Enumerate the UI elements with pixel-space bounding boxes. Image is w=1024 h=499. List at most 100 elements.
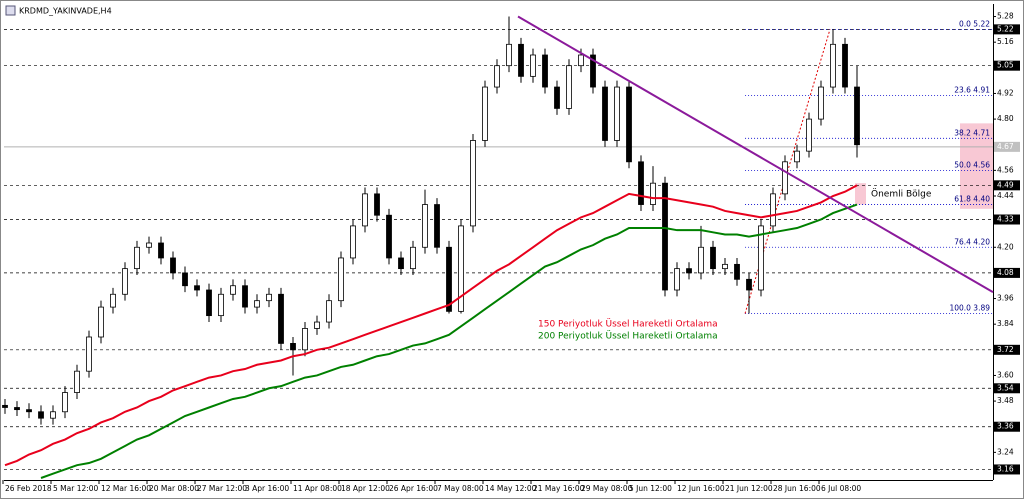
candle-body <box>758 225 764 291</box>
candle-body <box>518 43 524 77</box>
current-price-box <box>994 141 1020 152</box>
ema-line <box>4 184 858 467</box>
x-tick-label: 3 Apr 16:00 <box>245 484 289 493</box>
candle-body <box>494 65 500 88</box>
candle-body <box>194 285 200 291</box>
candle-body <box>146 242 152 248</box>
level-label: 4.49 <box>997 180 1014 189</box>
level-box <box>994 267 1020 278</box>
candle-body <box>722 263 728 270</box>
candle-body <box>290 343 296 351</box>
trendline <box>517 15 994 294</box>
candle-body <box>278 293 284 344</box>
fib-label: 23.6 4.91 <box>954 86 990 95</box>
x-tick-label: 14 May 12:00 <box>485 484 537 493</box>
candle-body <box>50 411 56 419</box>
x-tick-label: 21 Jun 12:00 <box>725 484 773 493</box>
candle-body <box>398 257 404 270</box>
x-tick-label: 27 Mar 12:00 <box>197 484 247 493</box>
candle-body <box>542 54 548 88</box>
level-box <box>994 60 1020 71</box>
fib-label: 50.0 4.56 <box>954 160 990 169</box>
level-label: 4.08 <box>997 268 1014 277</box>
candle-body <box>2 404 8 408</box>
candle-body <box>554 86 560 109</box>
y-tick-label: 5.16 <box>997 37 1014 46</box>
level-label: 3.54 <box>997 383 1014 392</box>
candle-body <box>422 204 428 248</box>
candle-body <box>314 321 320 329</box>
fib-label: 61.8 4.40 <box>954 195 990 204</box>
candle-body <box>218 293 224 317</box>
candle-body <box>386 214 392 259</box>
ema-line <box>40 203 858 479</box>
candle-body <box>614 86 620 141</box>
level-label: 5.22 <box>997 24 1014 33</box>
candle-body <box>482 86 488 141</box>
fib-label: 38.2 4.71 <box>954 128 990 137</box>
candle-body <box>530 54 536 77</box>
y-tick-label: 4.56 <box>997 165 1014 174</box>
current-price-label: 4.67 <box>997 142 1014 151</box>
x-tick-label: 11 Apr 08:00 <box>293 484 342 493</box>
level-label: 3.36 <box>997 422 1014 431</box>
y-tick-label: 3.48 <box>997 396 1014 405</box>
level-box <box>994 180 1020 191</box>
level-label: 5.05 <box>997 61 1014 70</box>
y-tick-label: 5.28 <box>997 12 1014 21</box>
candle-body <box>242 285 248 308</box>
x-tick-label: 26 Apr 16:00 <box>389 484 438 493</box>
legend-label: 200 Periyotluk Üssel Hareketli Ortalama <box>538 331 718 342</box>
legend-label: 150 Periyotluk Üssel Hareketli Ortalama <box>538 319 718 330</box>
candle-body <box>662 182 668 291</box>
y-tick-label: 3.84 <box>997 319 1014 328</box>
candle-body <box>230 285 236 295</box>
x-tick-label: 5 Jun 12:00 <box>629 484 672 493</box>
candle-body <box>710 246 716 270</box>
y-tick-label: 3.60 <box>997 370 1014 379</box>
zone-label: Önemli Bölge <box>871 188 932 199</box>
candle-body <box>62 392 68 413</box>
candle-body <box>74 370 80 393</box>
candle-body <box>170 257 176 274</box>
y-tick-label: 4.80 <box>997 114 1014 123</box>
x-tick-label: 5 Mar 12:00 <box>53 484 99 493</box>
candle-body <box>122 268 128 295</box>
candle-body <box>782 161 788 195</box>
x-tick-label: 29 May 08:00 <box>581 484 633 493</box>
candle-body <box>470 140 476 227</box>
candle-body <box>98 306 104 338</box>
candle-body <box>266 293 272 302</box>
candle-body <box>458 225 464 312</box>
candle-body <box>26 409 32 413</box>
candle-body <box>206 289 212 317</box>
candle-body <box>434 204 440 248</box>
candle-body <box>638 161 644 205</box>
candle-body <box>374 193 380 216</box>
candle-body <box>182 272 188 287</box>
y-tick-label: 4.44 <box>997 191 1014 200</box>
x-tick-label: 7 May 08:00 <box>437 484 484 493</box>
x-tick-label: 6 Jul 08:00 <box>821 484 861 493</box>
candle-body <box>590 54 596 88</box>
x-tick-label: 26 Feb 2018 <box>5 484 52 493</box>
candle-body <box>818 86 824 120</box>
candle-body <box>254 300 260 308</box>
level-box <box>994 421 1020 432</box>
candle-body <box>362 193 368 227</box>
zone <box>855 183 866 205</box>
x-tick-label: 20 Mar 08:00 <box>149 484 199 493</box>
candle-body <box>302 328 308 351</box>
y-tick-label: 3.24 <box>997 447 1014 456</box>
candle-body <box>578 54 584 67</box>
candle-body <box>566 65 572 109</box>
level-box <box>994 214 1020 225</box>
candle-body <box>506 43 512 67</box>
candle-body <box>842 43 848 88</box>
x-tick-label: 18 Apr 12:00 <box>341 484 390 493</box>
level-label: 4.33 <box>997 215 1014 224</box>
x-tick-label: 21 May 16:00 <box>533 484 585 493</box>
level-box <box>994 464 1020 475</box>
